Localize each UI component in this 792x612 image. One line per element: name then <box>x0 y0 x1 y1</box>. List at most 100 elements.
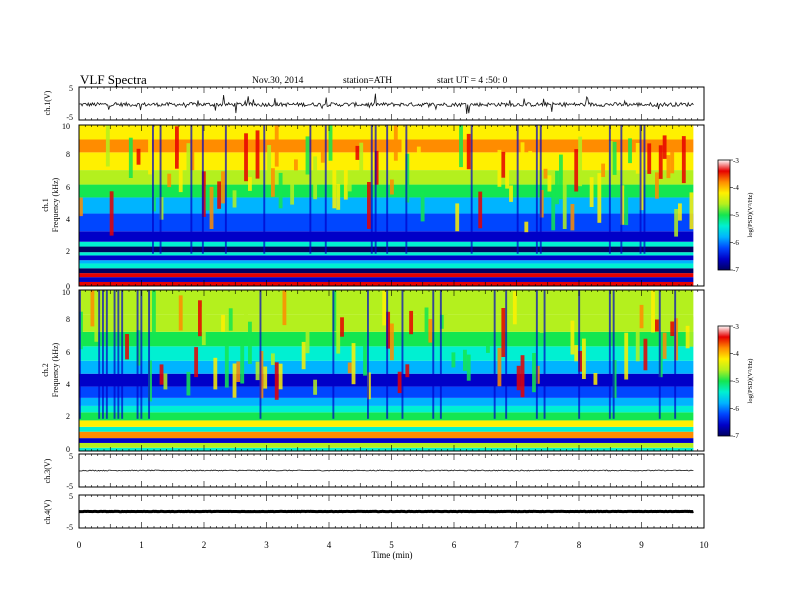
spectrogram-burst <box>152 290 156 334</box>
spectrogram-burst <box>390 179 394 195</box>
spectrogram-burst <box>194 347 199 378</box>
spectrogram-burst <box>301 341 306 370</box>
ch4-voltage-ylabel: ch.4(V) <box>43 499 52 524</box>
spectrogram-burst <box>205 186 210 211</box>
spectrogram-band <box>79 447 694 451</box>
spectrogram-gap <box>439 290 442 419</box>
ch1-voltage-trace <box>78 93 694 114</box>
spectrogram-gap <box>608 290 611 419</box>
spectrogram-band <box>79 386 694 398</box>
ch1-freq-tick-2: 2 <box>66 247 70 256</box>
spectrogram-burst <box>178 295 183 331</box>
spectrogram-gap <box>432 290 435 419</box>
spectrogram-burst <box>109 191 114 236</box>
spectrogram-burst <box>405 364 410 378</box>
ch2-colorbar-tick-m5: -5 <box>733 377 739 385</box>
spectrogram-burst <box>209 186 214 229</box>
spectrogram-burst <box>255 361 260 381</box>
spectrogram-burst <box>562 180 567 229</box>
spectrogram-band <box>79 442 694 448</box>
spectrogram-band <box>79 281 694 286</box>
spectrogram-burst <box>278 363 283 390</box>
spectrogram-burst <box>244 133 248 182</box>
spectrogram-burst <box>624 332 629 380</box>
spectrogram-burst <box>105 125 110 167</box>
ch1-freq-tick-10: 10 <box>62 122 70 131</box>
ch2-colorbar-ticks <box>730 325 733 437</box>
ch1-colorbar-tick-m7: -7 <box>733 266 739 274</box>
ch1-voltage-tick-max: 5 <box>69 84 73 93</box>
ch2-spectrogram-ticks <box>78 290 705 451</box>
spectrogram-burst <box>125 334 129 360</box>
spectrogram-burst <box>655 319 659 332</box>
spectrogram-band <box>79 152 694 171</box>
ch3-voltage-trace <box>78 469 694 472</box>
spectrogram-band <box>79 213 694 232</box>
spectrogram-gap <box>470 125 473 254</box>
start-time-label: start UT = 4 :50: 0 <box>437 76 508 86</box>
spectrogram-burst <box>274 362 279 400</box>
spectrogram-burst <box>282 290 287 326</box>
spectrogram-burst <box>635 322 640 362</box>
ch4-voltage-ticks <box>78 495 705 528</box>
time-tick-1: 1 <box>139 540 144 550</box>
spectrogram-band <box>79 125 694 140</box>
ch1-colorbar-tick-m6: -6 <box>733 239 739 247</box>
spectrogram-gap <box>159 125 162 254</box>
spectrogram-burst <box>455 203 460 232</box>
spectrogram-burst <box>570 320 575 355</box>
spectrogram-burst <box>424 307 429 345</box>
spectrogram-burst <box>643 338 648 371</box>
spectrogram-burst <box>559 154 563 200</box>
spectrogram-burst <box>524 221 529 233</box>
ch3-voltage-ylabel: ch.3(V) <box>43 458 52 483</box>
spectrogram-burst <box>681 136 686 184</box>
spectrogram-gap <box>98 290 101 419</box>
spectrogram-gap <box>535 290 538 419</box>
spectrogram-burst <box>186 371 191 396</box>
spectrogram-band <box>79 139 694 153</box>
spectrogram-band <box>79 255 694 261</box>
spectrogram-burst <box>678 203 682 221</box>
ch3-voltage-panel: 5 -5 ch.3(V) <box>43 452 705 491</box>
spectrogram-band <box>79 241 694 247</box>
spectrogram-burst <box>416 290 421 328</box>
ch1-freq-tick-8: 8 <box>66 150 70 159</box>
ch2-freq-tick-4: 4 <box>66 380 70 389</box>
spectrogram-burst <box>186 143 191 173</box>
spectrogram-burst <box>332 168 337 209</box>
spectrogram-burst <box>221 171 225 204</box>
spectrogram-burst <box>390 323 394 361</box>
spectrogram-burst <box>497 347 502 387</box>
ch2-colorbar-tick-m7: -7 <box>733 432 739 440</box>
ch1-spectrogram <box>79 125 694 286</box>
time-axis: 0 1 2 3 4 5 6 7 8 9 10 Time (min) <box>77 540 709 560</box>
spectrogram-burst <box>409 310 414 335</box>
spectrogram-burst <box>501 151 506 178</box>
spectrogram-burst <box>597 173 602 223</box>
spectrogram-burst <box>274 125 279 167</box>
spectrogram-gap <box>643 125 646 254</box>
ch4-voltage-tick-min: -5 <box>66 523 73 532</box>
spectrogram-burst <box>420 191 425 222</box>
spectrogram-burst <box>328 125 333 161</box>
spectrogram-burst <box>221 314 225 332</box>
spectrogram-burst <box>271 168 275 197</box>
time-tick-0: 0 <box>77 540 82 550</box>
spectrogram-burst <box>551 190 556 231</box>
spectrogram-gap <box>386 290 389 419</box>
ch3-voltage-ticks <box>78 454 705 487</box>
ch2-freq-tick-2: 2 <box>66 412 70 421</box>
spectrogram-burst <box>670 321 675 336</box>
spectrogram-burst <box>355 145 360 160</box>
spectrogram-burst <box>628 138 632 164</box>
spectrogram-burst <box>612 141 617 175</box>
ch3-voltage-tick-max: 5 <box>69 452 73 461</box>
spectrogram-burst <box>294 159 298 171</box>
spectrogram-burst <box>520 355 525 398</box>
ch2-colorbar-gradient <box>717 325 731 437</box>
spectrogram-band <box>79 438 694 443</box>
time-tick-6: 6 <box>452 540 457 550</box>
ch1-colorbar-tick-m3: -3 <box>733 157 739 165</box>
